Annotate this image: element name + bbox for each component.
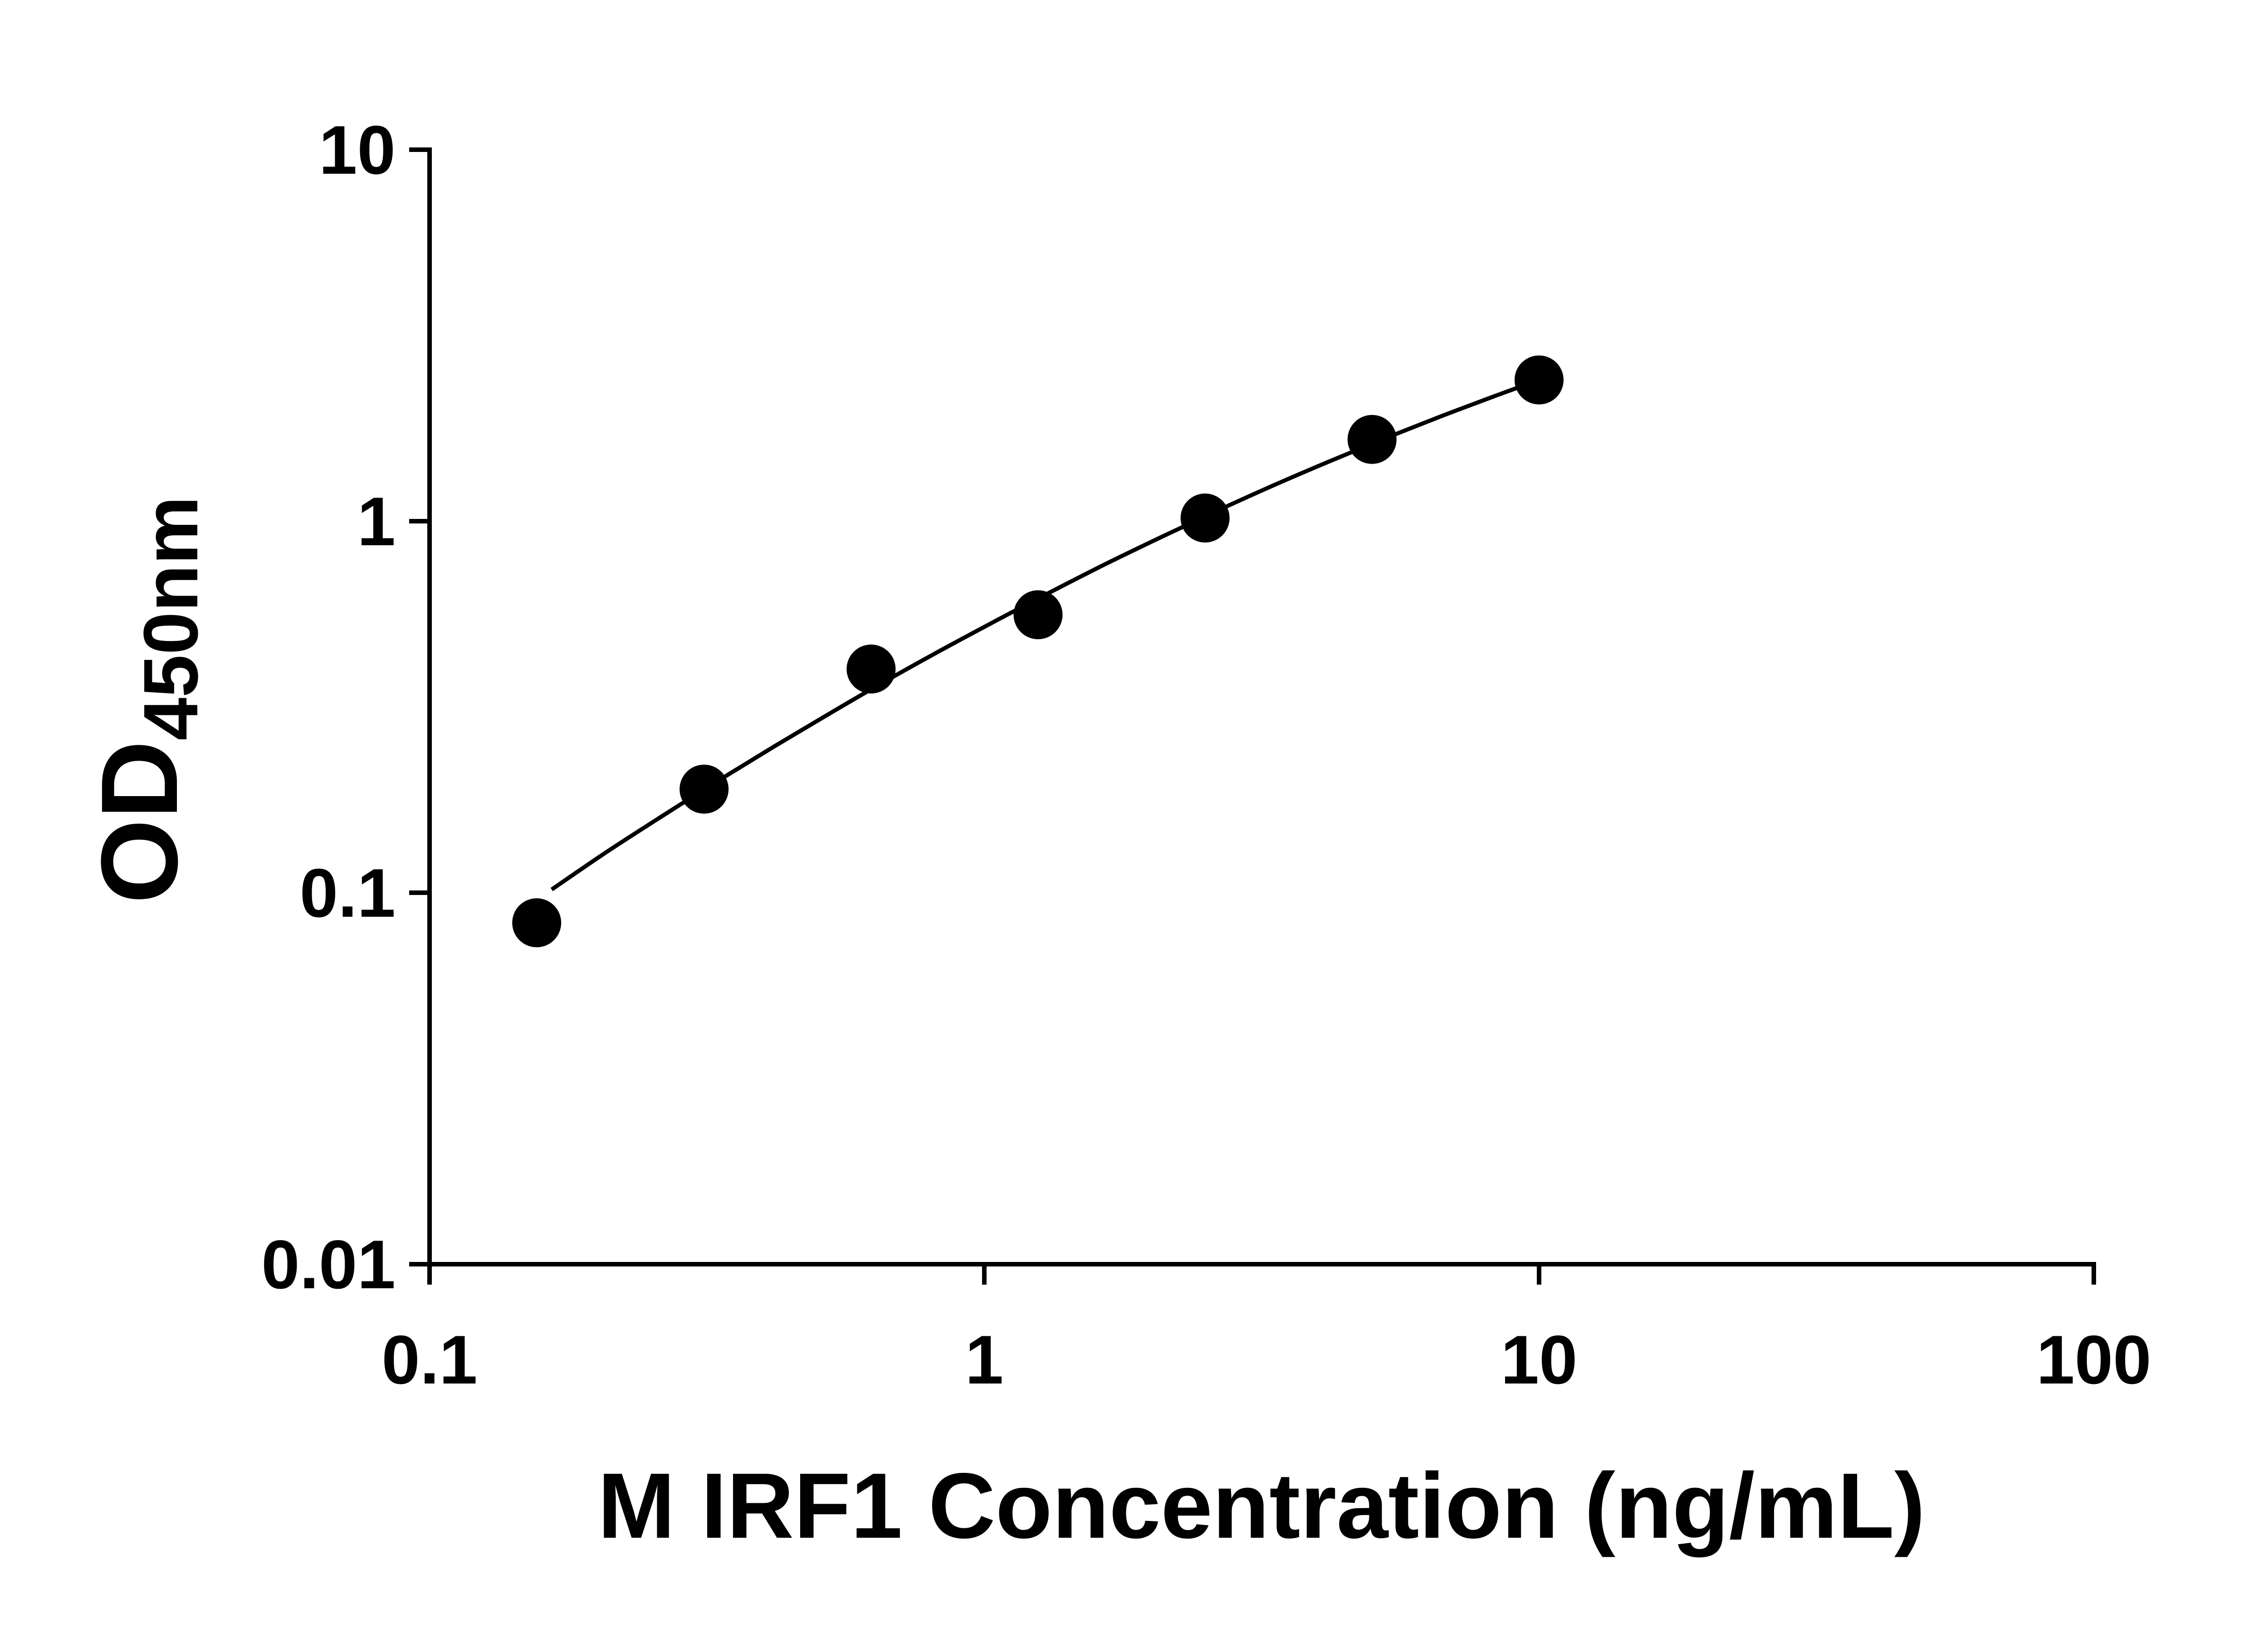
y-tick-label: 10 [319,112,396,189]
plot-area: 0.01 0.1 1 10 0.1 1 10 100 [261,112,2151,1398]
y-tick-label: 1 [357,483,396,560]
data-point [1013,590,1063,640]
data-point [679,764,729,814]
x-tick-label: 100 [2036,1321,2151,1398]
data-point [512,898,562,948]
y-axis-title: OD450nm [78,496,214,904]
y-tick-label: 0.1 [300,855,396,932]
y-tick-label: 0.01 [261,1226,396,1303]
data-point [1515,355,1564,405]
data-point [1180,494,1230,543]
x-axis-title: M IRF1 Concentration (ng/mL) [598,1454,1926,1558]
x-tick-label: 0.1 [381,1321,477,1398]
data-point [1347,415,1397,464]
y-axis-title-main: OD [78,740,200,904]
data-point [846,644,896,694]
axis-frame [427,147,2096,1266]
x-tick-label: 10 [1501,1321,1577,1398]
x-tick-label: 1 [965,1321,1004,1398]
y-axis-title-sub: 450nm [128,496,214,741]
